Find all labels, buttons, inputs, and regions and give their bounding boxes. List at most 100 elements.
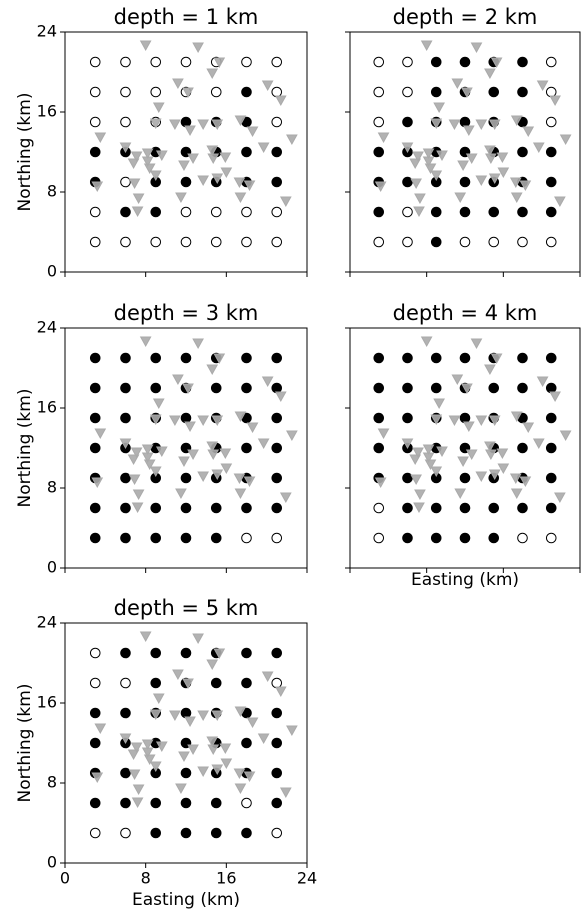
station	[532, 142, 545, 154]
station	[192, 338, 204, 350]
station	[412, 447, 424, 459]
station	[448, 119, 461, 131]
grid-node	[241, 532, 252, 544]
station	[433, 102, 445, 114]
grid-node	[180, 412, 192, 424]
station	[519, 180, 532, 192]
grid-node	[430, 86, 442, 98]
grid-node	[271, 382, 283, 394]
grid-node	[150, 206, 162, 218]
station	[484, 145, 496, 157]
grid-node	[241, 737, 252, 749]
y-tick-label: 16	[37, 102, 57, 121]
station	[211, 710, 224, 722]
station	[257, 733, 270, 745]
grid-node	[373, 236, 385, 248]
grid-node	[241, 382, 252, 394]
grid-node	[89, 827, 101, 839]
station	[243, 476, 256, 488]
station	[149, 709, 162, 721]
station	[510, 411, 523, 423]
station	[219, 152, 232, 164]
panel-title: depth = 3 km	[114, 301, 259, 325]
grid-node	[430, 352, 442, 364]
station	[127, 454, 140, 466]
station	[130, 447, 143, 459]
grid-node	[517, 442, 528, 454]
grid-node	[120, 56, 131, 68]
grid-node	[241, 502, 252, 514]
station	[559, 134, 572, 146]
station	[141, 739, 154, 751]
grid-node	[120, 647, 131, 659]
y-tick-label: 8	[47, 773, 57, 792]
x-tick-label: 24	[297, 869, 317, 888]
x-tick-label: 0	[60, 869, 70, 888]
grid-node	[150, 532, 162, 544]
grid-node	[241, 236, 252, 248]
grid-node	[373, 532, 385, 544]
station	[261, 80, 274, 92]
grid-node	[545, 412, 557, 424]
grid-node	[89, 146, 101, 158]
station	[475, 119, 488, 131]
station	[436, 150, 448, 162]
station	[462, 421, 475, 433]
station	[131, 502, 144, 514]
station	[131, 797, 144, 809]
grid-node	[180, 797, 192, 809]
grid-node	[150, 647, 162, 659]
station	[197, 119, 209, 131]
grid-node	[517, 352, 528, 364]
station	[554, 196, 566, 208]
grid-node	[545, 532, 557, 544]
grid-node	[545, 382, 557, 394]
grid-node	[271, 767, 283, 779]
y-axis-label: Northing (km)	[15, 93, 35, 212]
grid-node	[517, 56, 528, 68]
station	[149, 761, 162, 773]
station	[141, 452, 154, 464]
grid-node	[180, 116, 192, 128]
station	[409, 158, 422, 170]
station	[257, 142, 270, 154]
station	[536, 80, 549, 92]
station	[243, 771, 256, 783]
x-tick-label: 8	[141, 869, 151, 888]
station	[155, 150, 168, 162]
station	[436, 446, 448, 458]
station	[132, 193, 145, 205]
grid-node	[402, 382, 413, 394]
grid-node	[120, 236, 131, 248]
station	[261, 671, 274, 683]
grid-node	[545, 442, 557, 454]
station	[484, 364, 496, 376]
plot-frame	[64, 622, 308, 864]
station	[143, 163, 156, 175]
grid-node	[271, 56, 283, 68]
plot-frame	[349, 327, 581, 569]
station	[130, 151, 143, 163]
station	[465, 449, 478, 461]
station	[139, 40, 152, 52]
station	[182, 383, 194, 395]
grid-node	[430, 382, 442, 394]
station	[488, 119, 501, 131]
station	[184, 125, 196, 137]
station	[246, 422, 259, 434]
station	[454, 192, 467, 204]
station	[234, 192, 247, 204]
grid-node	[120, 472, 131, 484]
panel-title: depth = 5 km	[114, 596, 259, 620]
grid-node	[120, 116, 131, 128]
station	[510, 488, 523, 500]
station	[143, 459, 156, 471]
grid-node	[373, 382, 385, 394]
grid-node	[373, 56, 385, 68]
station	[246, 126, 259, 138]
station	[401, 142, 414, 154]
grid-node	[150, 236, 162, 248]
station	[127, 749, 140, 761]
grid-node	[180, 502, 192, 514]
